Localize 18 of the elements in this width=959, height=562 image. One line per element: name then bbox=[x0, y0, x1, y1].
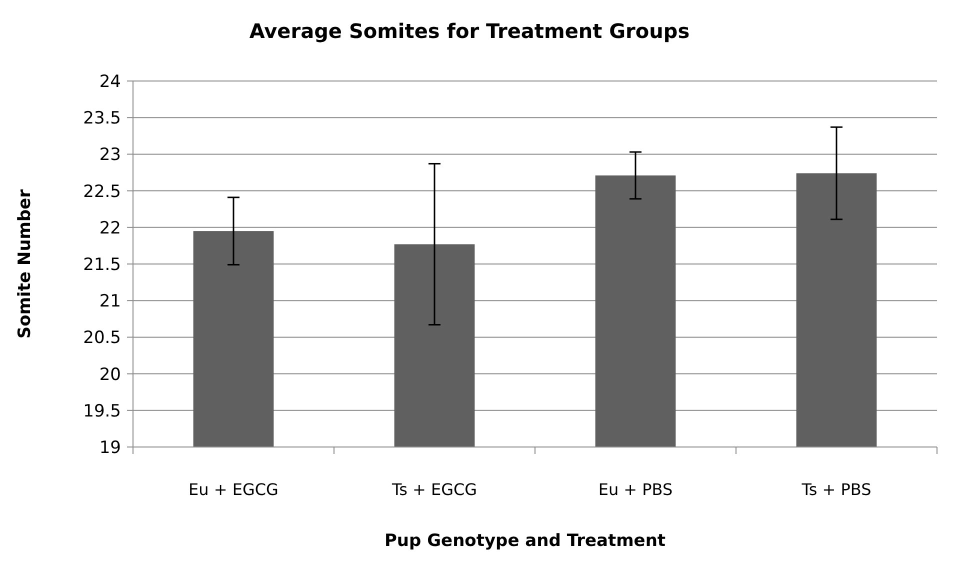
y-axis-title: Somite Number bbox=[15, 188, 35, 339]
y-tick-label: 21 bbox=[99, 292, 121, 312]
y-tick-label: 19.5 bbox=[83, 401, 121, 422]
x-tick-label: Eu + PBS bbox=[598, 480, 673, 499]
y-tick-label: 21.5 bbox=[83, 254, 121, 275]
y-tick-label: 24 bbox=[99, 72, 121, 92]
y-tick-label: 19 bbox=[99, 438, 121, 458]
y-tick-label: 20 bbox=[99, 364, 121, 385]
y-tick-label: 22.5 bbox=[83, 182, 121, 202]
y-tick-label: 22 bbox=[99, 218, 121, 238]
chart-title: Average Somites for Treatment Groups bbox=[249, 19, 690, 43]
x-axis-title: Pup Genotype and Treatment bbox=[384, 531, 666, 551]
x-tick-label: Ts + PBS bbox=[800, 480, 872, 499]
y-tick-label: 23 bbox=[99, 145, 121, 166]
x-tick-label: Ts + EGCG bbox=[390, 480, 478, 499]
y-tick-label: 20.5 bbox=[83, 328, 121, 348]
x-tick-label: Eu + EGCG bbox=[188, 480, 278, 499]
y-tick-label: 23.5 bbox=[83, 108, 121, 129]
